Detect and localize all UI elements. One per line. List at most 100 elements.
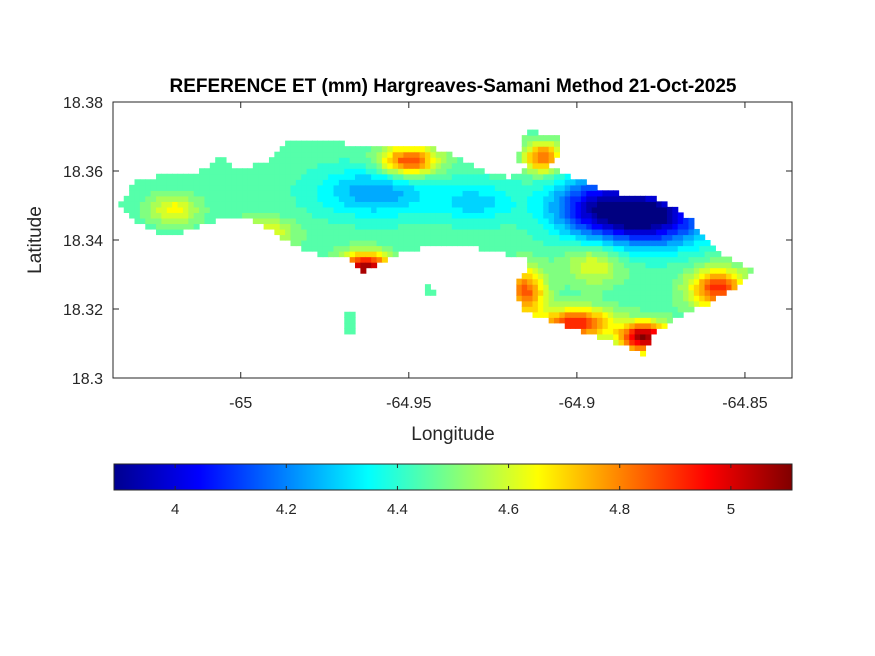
heat-cell (199, 179, 206, 186)
heat-cell (166, 195, 173, 202)
heat-cell (548, 262, 555, 269)
heat-cell (666, 278, 673, 285)
heat-cell (392, 251, 399, 258)
heat-cell (661, 217, 668, 225)
heat-cell (371, 251, 378, 258)
heat-cell (618, 228, 625, 236)
heat-cell (597, 278, 604, 285)
heat-cell (333, 195, 340, 202)
heat-cell (317, 201, 324, 208)
heat-cell (252, 173, 259, 180)
heat-cell (365, 157, 372, 164)
heat-cell (564, 184, 571, 191)
heat-cell (640, 262, 647, 269)
heat-cell (392, 173, 399, 180)
heat-cell (629, 284, 636, 291)
heat-cell (683, 300, 690, 307)
heat-cell (177, 190, 184, 197)
heat-cell (731, 284, 738, 291)
heat-cell (532, 245, 539, 252)
heat-cell (242, 190, 249, 197)
heat-cell (527, 135, 534, 142)
heat-cell (408, 173, 415, 180)
heat-cell (220, 157, 227, 164)
heat-cell (554, 168, 560, 175)
heat-cell (591, 201, 598, 208)
heat-cell (489, 173, 496, 180)
heat-cell (403, 245, 410, 252)
heat-cell (527, 306, 534, 313)
heat-cell (344, 162, 351, 169)
colorbar: 4 4.2 4.4 4.6 4.8 5 (113, 463, 793, 518)
heat-cell (172, 228, 179, 236)
heat-cell (419, 223, 426, 230)
heat-cell (355, 245, 361, 252)
heat-cell (683, 295, 690, 302)
heat-cell (279, 179, 286, 186)
heat-cell (623, 206, 630, 213)
heat-cell (381, 206, 388, 213)
heat-cell (279, 173, 286, 180)
heat-cell (591, 306, 598, 313)
heat-cell (640, 201, 647, 208)
heat-cell (554, 289, 560, 296)
heat-cell (548, 151, 555, 158)
heat-cell (467, 234, 474, 241)
heat-cell (435, 223, 442, 230)
heat-cell (537, 240, 544, 247)
heat-cell (322, 201, 329, 208)
heat-cell (371, 157, 378, 164)
heat-cell (306, 179, 313, 186)
heat-cell (521, 289, 528, 296)
heat-cell (554, 190, 560, 197)
heat-cell (656, 267, 663, 274)
heat-cell (182, 195, 189, 202)
heat-cell (661, 234, 668, 241)
heat-cell (435, 234, 442, 241)
heat-cell (527, 251, 534, 258)
heat-cell (188, 184, 195, 191)
heat-cell (301, 173, 308, 180)
heat-cell (387, 201, 394, 208)
heat-cell (177, 201, 184, 208)
heat-cell (435, 173, 442, 180)
heat-cell (656, 240, 663, 247)
heat-cell (457, 206, 464, 213)
heat-cell (693, 240, 700, 247)
heat-cell (527, 162, 534, 169)
heat-cell (629, 278, 636, 285)
heat-cell (242, 206, 249, 213)
heat-cell (532, 223, 539, 230)
heat-cell (338, 245, 345, 252)
heat-cell (306, 245, 313, 252)
heat-cell (543, 184, 550, 191)
heat-cell (693, 234, 700, 241)
heat-cell (521, 179, 528, 186)
heat-cell (451, 206, 458, 213)
heat-cell (381, 228, 388, 236)
heat-cell (570, 195, 577, 202)
heat-cell (543, 146, 550, 153)
heat-cell (182, 223, 189, 230)
heat-cell (473, 240, 480, 247)
heat-cell (516, 240, 523, 247)
heat-cell (715, 256, 722, 263)
heat-cell (349, 328, 356, 335)
heat-cell (263, 212, 270, 219)
heat-cell (268, 190, 275, 197)
heat-cell (467, 195, 474, 202)
heat-cell (268, 217, 275, 225)
heat-cell (629, 333, 636, 340)
heat-cell (290, 234, 297, 241)
heat-cell (559, 256, 566, 263)
heat-cell (645, 217, 652, 225)
heat-cell (338, 151, 345, 158)
heat-cell (516, 151, 523, 158)
heat-cell (699, 267, 706, 274)
heat-cell (441, 173, 448, 180)
heat-cell (516, 206, 523, 213)
heat-cell (424, 184, 431, 191)
heat-cell (484, 234, 491, 241)
heat-cell (328, 201, 335, 208)
heat-cell (677, 284, 684, 291)
